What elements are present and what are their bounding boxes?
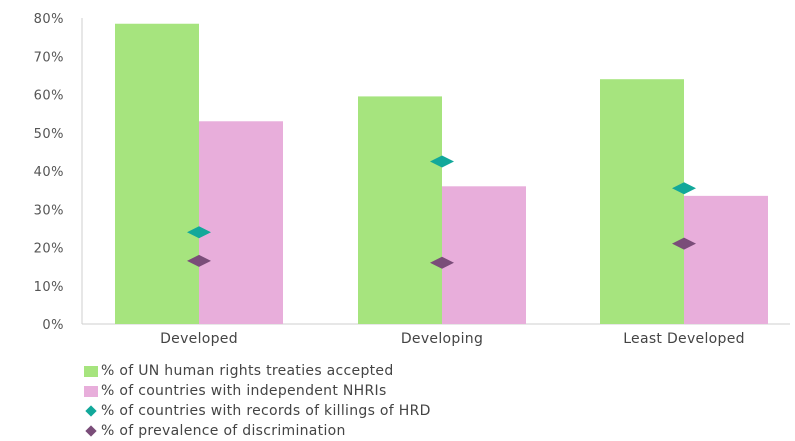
- bar-nhris: [442, 186, 526, 324]
- legend-label: % of UN human rights treaties accepted: [101, 363, 394, 379]
- legend-swatch: [84, 385, 98, 397]
- y-tick-label: 40%: [34, 165, 64, 180]
- legend-label: % of countries with independent NHRIs: [101, 383, 387, 399]
- category-label: Least Developed: [623, 331, 745, 347]
- legend-item: % of UN human rights treaties accepted: [84, 361, 431, 381]
- y-tick-label: 70%: [34, 50, 64, 65]
- y-tick-label: 20%: [34, 242, 64, 257]
- category-label: Developing: [401, 331, 483, 347]
- marker-discrimination: [672, 237, 696, 250]
- legend-label: % of countries with records of killings …: [101, 403, 431, 419]
- marker-discrimination: [430, 256, 454, 269]
- bar-treaties: [115, 23, 199, 325]
- legend-item: % of prevalence of discrimination: [84, 421, 431, 441]
- legend-diamond-icon: [85, 425, 97, 437]
- markers-group: [187, 155, 696, 269]
- y-tick-label: 50%: [34, 127, 64, 142]
- bars-group: [115, 23, 768, 325]
- y-tick-label: 30%: [34, 203, 64, 218]
- marker-killings-hrd: [430, 155, 454, 168]
- chart-plot: 0%10%20%30%40%50%60%70%80% Developed Deve…: [34, 12, 790, 347]
- marker-killings-hrd: [187, 226, 211, 239]
- y-tick-labels: 0% 10% 20% 30% 40% 50% 60% 70% 80%: [34, 12, 64, 333]
- legend-label: % of prevalence of discrimination: [101, 423, 346, 439]
- legend-diamond-icon: [85, 405, 97, 417]
- bar-nhris: [199, 121, 283, 325]
- y-tick-label: 0%: [42, 318, 64, 333]
- bar-treaties: [600, 79, 684, 324]
- legend-swatch: [84, 365, 98, 377]
- legend-item: % of countries with records of killings …: [84, 401, 431, 421]
- legend-item: % of countries with independent NHRIs: [84, 381, 431, 401]
- category-labels: Developed Developing Least Developed: [160, 331, 745, 347]
- bar-treaties: [358, 96, 442, 324]
- category-label: Developed: [160, 331, 238, 347]
- bar-nhris: [684, 195, 768, 324]
- y-tick-label: 60%: [34, 89, 64, 104]
- y-tick-label: 80%: [34, 12, 64, 27]
- marker-discrimination: [187, 254, 211, 267]
- marker-killings-hrd: [672, 182, 696, 195]
- y-tick-label: 10%: [34, 280, 64, 295]
- legend: % of UN human rights treaties accepted % …: [84, 361, 431, 441]
